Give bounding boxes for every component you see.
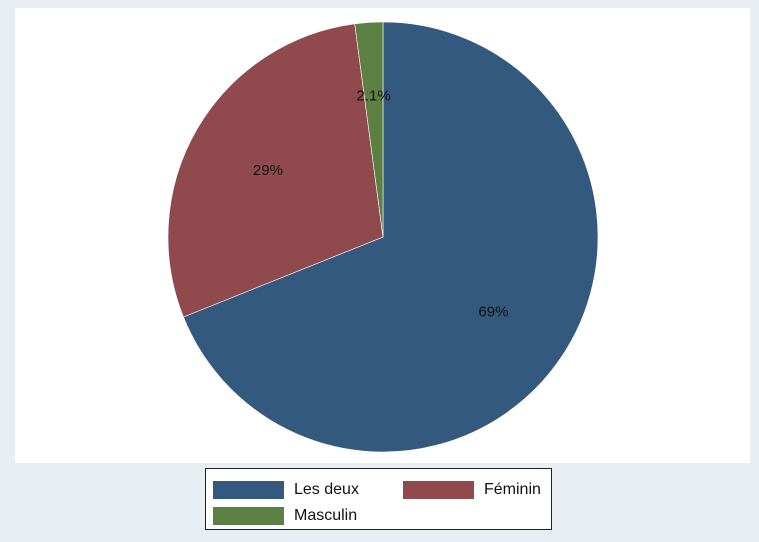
legend-item-feminin: Féminin — [403, 480, 541, 500]
legend-label-feminin: Féminin — [484, 481, 541, 498]
slice-label-les-deux: 69% — [478, 304, 508, 321]
pie-chart: 69% 29% 2.1% — [167, 21, 599, 453]
slice-label-masculin: 2.1% — [357, 87, 391, 104]
pie-slice-feminin — [167, 23, 384, 318]
legend-swatch-masculin — [213, 507, 284, 525]
legend-swatch-les-deux — [213, 481, 284, 499]
legend-label-les-deux: Les deux — [294, 481, 359, 498]
legend-item-masculin: Masculin — [213, 506, 357, 526]
legend-swatch-feminin — [403, 481, 474, 499]
plot-region: 69% 29% 2.1% — [15, 8, 750, 463]
legend-item-les-deux: Les deux — [213, 480, 359, 500]
pie-slices — [167, 21, 599, 453]
legend: Les deux Féminin Masculin — [205, 468, 552, 530]
slice-label-feminin: 29% — [253, 162, 283, 179]
pie-slice-les-deux — [183, 21, 599, 453]
pie-labels: 69% 29% 2.1% — [253, 87, 509, 320]
pie-slice-masculin — [354, 21, 384, 238]
legend-label-masculin: Masculin — [294, 507, 358, 524]
